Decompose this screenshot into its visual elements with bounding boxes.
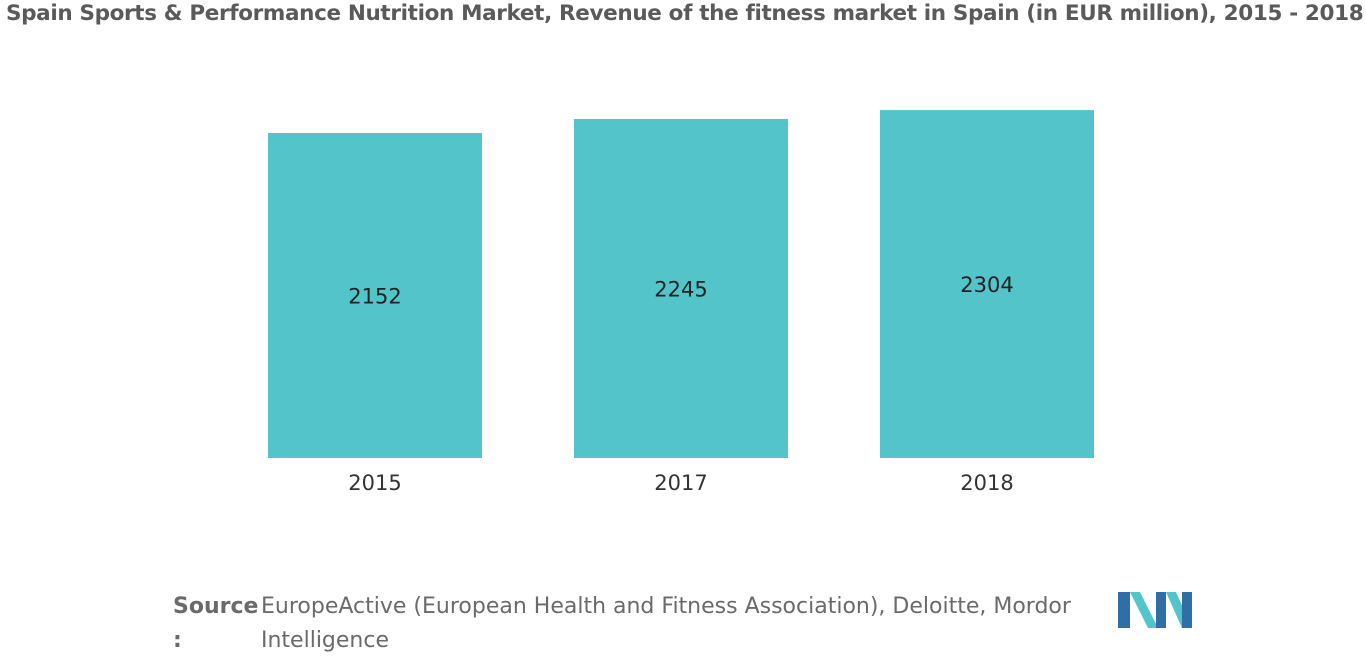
bars-group [268,110,1094,458]
source-label: Source [173,594,259,619]
value-label-2015: 2152 [348,285,401,309]
bar-chart: 2152 2245 2304 2015 2017 2018 [268,110,1094,495]
chart-title: Spain Sports & Performance Nutrition Mar… [6,1,1364,26]
x-tick-label-2017: 2017 [654,471,707,495]
x-tick-label-2018: 2018 [960,471,1013,495]
mordor-intelligence-logo-icon [1118,592,1192,628]
bar-2017 [574,119,788,458]
value-labels-group: 2152 2245 2304 [348,273,1013,308]
x-tick-labels-group: 2015 2017 2018 [348,471,1013,495]
source-text: EuropeActive (European Health and Fitnes… [261,594,1071,653]
bar-2018 [880,110,1094,458]
source-colon: : [173,628,182,653]
x-tick-label-2015: 2015 [348,471,401,495]
bar-2015 [268,133,482,458]
value-label-2017: 2245 [654,278,707,302]
value-label-2018: 2304 [960,273,1013,297]
